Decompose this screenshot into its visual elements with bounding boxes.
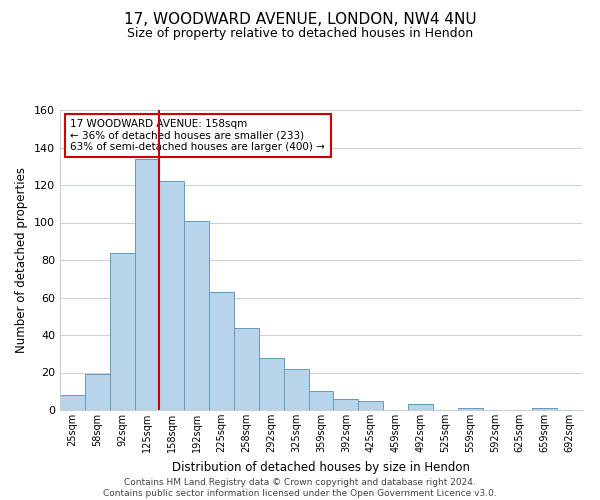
Bar	[334, 399, 358, 410]
Bar	[532, 408, 557, 410]
Y-axis label: Number of detached properties: Number of detached properties	[16, 167, 28, 353]
X-axis label: Distribution of detached houses by size in Hendon: Distribution of detached houses by size …	[172, 460, 470, 473]
Bar	[408, 404, 433, 410]
Bar	[134, 159, 160, 410]
Bar	[60, 395, 85, 410]
Bar	[308, 391, 334, 410]
Text: Contains HM Land Registry data © Crown copyright and database right 2024.
Contai: Contains HM Land Registry data © Crown c…	[103, 478, 497, 498]
Bar	[85, 374, 110, 410]
Bar	[209, 292, 234, 410]
Bar	[234, 328, 259, 410]
Bar	[110, 252, 134, 410]
Bar	[458, 408, 482, 410]
Bar	[160, 181, 184, 410]
Text: 17 WOODWARD AVENUE: 158sqm
← 36% of detached houses are smaller (233)
63% of sem: 17 WOODWARD AVENUE: 158sqm ← 36% of deta…	[70, 119, 325, 152]
Bar	[358, 400, 383, 410]
Bar	[284, 369, 308, 410]
Bar	[184, 220, 209, 410]
Bar	[259, 358, 284, 410]
Text: 17, WOODWARD AVENUE, LONDON, NW4 4NU: 17, WOODWARD AVENUE, LONDON, NW4 4NU	[124, 12, 476, 28]
Text: Size of property relative to detached houses in Hendon: Size of property relative to detached ho…	[127, 28, 473, 40]
